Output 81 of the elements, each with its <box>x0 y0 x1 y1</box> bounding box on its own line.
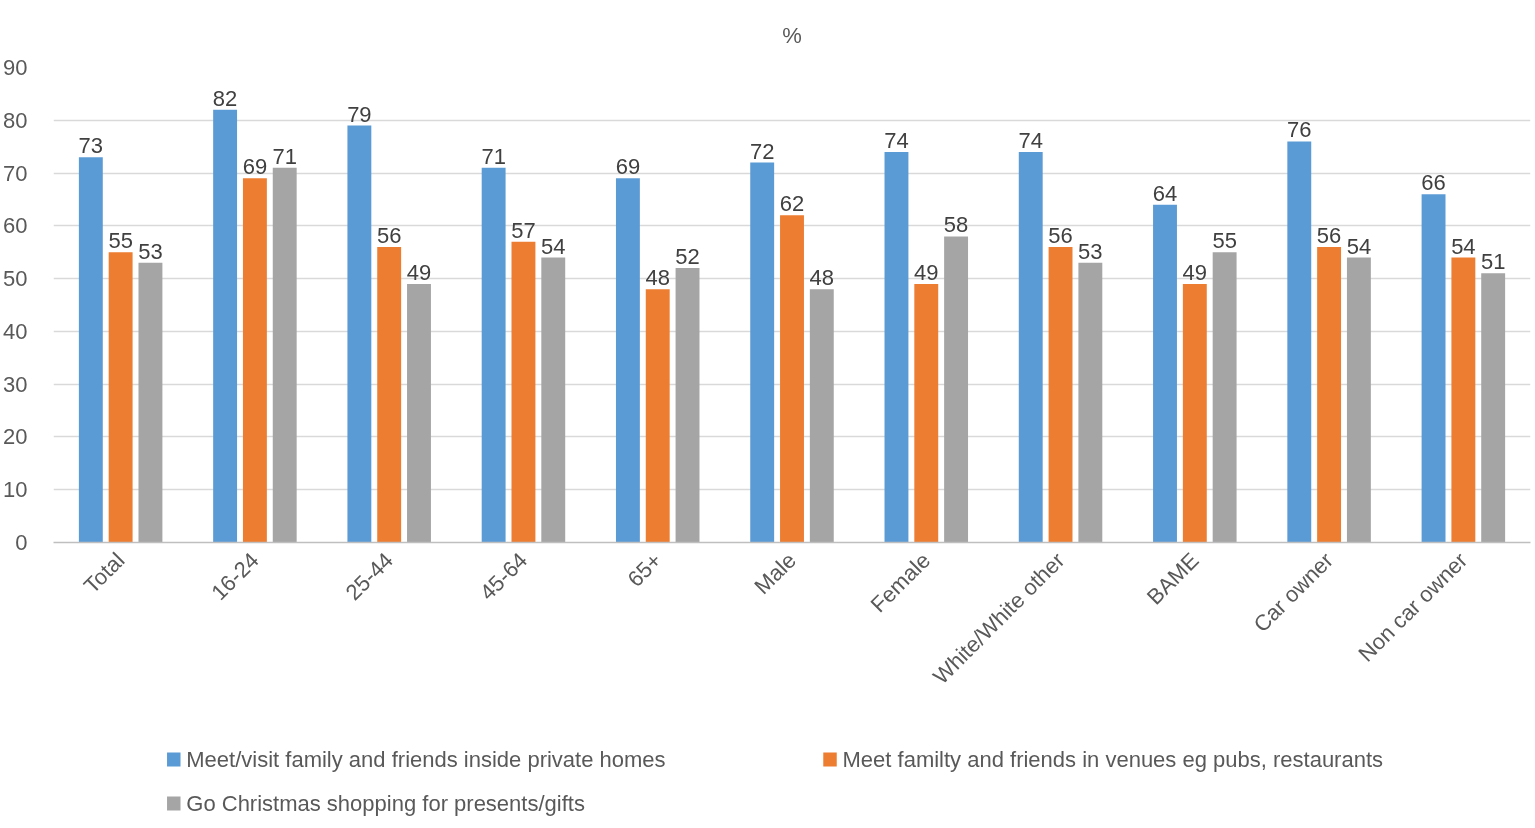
data-label: 62 <box>779 191 805 217</box>
data-label: 71 <box>272 143 297 169</box>
y-tick-label: 90 <box>3 55 28 80</box>
data-label: 53 <box>1078 238 1103 264</box>
data-label: 48 <box>645 265 670 291</box>
data-label: 66 <box>1421 170 1446 196</box>
bar <box>1287 141 1312 543</box>
bar <box>377 246 402 543</box>
data-label: 55 <box>108 228 133 254</box>
legend-label: Go Christmas shopping for presents/gifts <box>186 791 585 816</box>
bar <box>1153 204 1177 543</box>
bar <box>1346 257 1371 543</box>
data-label: 57 <box>511 217 536 243</box>
bar <box>511 241 536 543</box>
y-tick-label: 80 <box>3 107 28 133</box>
data-label: 49 <box>1182 259 1208 285</box>
data-label: 79 <box>347 101 372 127</box>
data-label: 55 <box>1212 228 1237 254</box>
bar <box>1481 273 1506 543</box>
data-label: 73 <box>78 133 104 159</box>
bar <box>615 178 640 543</box>
bar <box>481 167 506 543</box>
data-label: 74 <box>1018 127 1043 153</box>
bar <box>213 109 238 543</box>
y-tick-label: 60 <box>3 213 28 239</box>
data-label: 56 <box>1316 222 1342 248</box>
data-label: 49 <box>914 259 939 285</box>
data-label: 54 <box>541 233 566 259</box>
bar <box>1048 246 1073 543</box>
bar <box>1421 194 1446 543</box>
y-tick-label: 50 <box>3 266 28 292</box>
bar <box>541 257 566 543</box>
bar <box>809 289 834 543</box>
data-label: 71 <box>481 143 506 169</box>
y-tick-label: 20 <box>3 424 28 450</box>
data-label: 69 <box>615 154 641 180</box>
bar <box>884 151 909 543</box>
bar <box>138 262 163 543</box>
bar <box>407 283 431 543</box>
bar <box>78 157 103 543</box>
data-label: 82 <box>212 85 238 111</box>
bar <box>1182 283 1207 543</box>
data-label: 51 <box>1480 249 1506 275</box>
bar <box>1078 262 1103 543</box>
y-tick-label: 10 <box>3 477 28 503</box>
data-label: 53 <box>138 238 163 264</box>
data-label: 56 <box>1048 222 1073 248</box>
data-label: 54 <box>1346 233 1372 259</box>
chart-title: % <box>782 22 802 48</box>
bar <box>242 178 267 543</box>
data-label: 76 <box>1287 117 1312 143</box>
legend-label: Meet/visit family and friends inside private homes <box>186 747 666 772</box>
bar <box>1212 252 1237 543</box>
data-label: 54 <box>1451 233 1476 259</box>
data-label: 74 <box>884 127 909 153</box>
bar <box>1451 257 1476 543</box>
data-label: 58 <box>943 212 969 238</box>
data-label: 64 <box>1152 180 1178 206</box>
y-tick-label: 30 <box>3 371 28 397</box>
y-tick-label: 70 <box>3 160 28 186</box>
bar <box>645 289 670 543</box>
data-label: 48 <box>809 265 835 291</box>
bar <box>108 252 133 543</box>
bar <box>750 162 775 543</box>
bar <box>347 125 372 543</box>
bar <box>675 268 700 543</box>
data-label: 72 <box>749 138 775 164</box>
bar <box>1018 151 1043 543</box>
legend-label: Meet familty and friends in venues eg pubs, restaurants <box>842 747 1384 772</box>
bar <box>944 236 969 543</box>
bar <box>272 167 297 543</box>
data-label: 56 <box>376 222 402 248</box>
bar <box>914 283 939 543</box>
bar <box>780 215 804 543</box>
y-tick-label: 0 <box>15 530 28 555</box>
data-label: 52 <box>675 244 700 270</box>
data-label: 69 <box>242 154 268 180</box>
bar <box>1317 246 1342 543</box>
data-label: 49 <box>406 259 432 285</box>
x-tick-label: 65+ <box>622 547 667 592</box>
y-tick-label: 40 <box>3 318 28 344</box>
